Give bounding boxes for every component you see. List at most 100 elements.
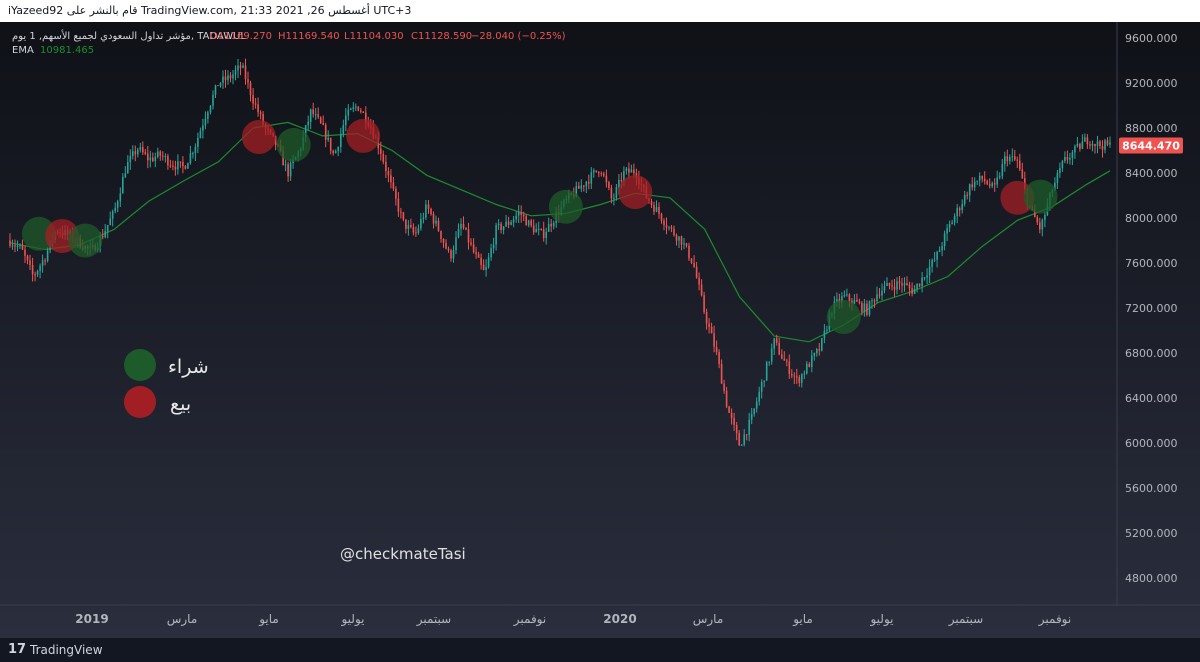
- candle-body: [397, 198, 400, 212]
- time-tick-label: سبتمبر: [948, 612, 983, 627]
- candle-body: [16, 245, 19, 247]
- candle-body: [222, 76, 224, 83]
- price-tick-label: 9600.000: [1125, 32, 1178, 45]
- candle-body: [593, 170, 595, 173]
- candle-body: [382, 154, 385, 162]
- candle-body: [395, 188, 397, 199]
- candle-body: [475, 252, 477, 255]
- candle-body: [976, 180, 978, 182]
- candle-body: [735, 425, 738, 434]
- candle-body: [502, 226, 505, 230]
- candle-body: [512, 219, 515, 223]
- candle-body: [106, 225, 109, 232]
- candle-body: [748, 419, 750, 435]
- candle-body: [753, 408, 755, 414]
- sell-legend-label: بيع: [170, 393, 191, 415]
- time-tick-label: نوفمبر: [1038, 612, 1071, 627]
- candle-body: [946, 228, 948, 234]
- candle-body: [943, 233, 946, 246]
- candle-body: [1081, 141, 1084, 149]
- buy-signal-marker: [548, 189, 583, 224]
- candle-body: [813, 353, 816, 356]
- candle-body: [1101, 146, 1104, 150]
- candle-body: [703, 295, 705, 312]
- candle-body: [352, 107, 355, 109]
- price-scale[interactable]: 9600.000 9200.000 8800.000 8400.000 8000.000…: [1125, 32, 1178, 585]
- candle-body: [1106, 140, 1109, 145]
- candle-body: [1064, 157, 1066, 162]
- candle-body: [781, 354, 783, 359]
- candle-body: [21, 245, 24, 250]
- price-tick-label: 6000.000: [1125, 437, 1178, 450]
- buy-signal-marker: [1023, 179, 1058, 214]
- candle-body: [219, 82, 222, 86]
- candle-body: [866, 303, 868, 315]
- last-price-tag: 8644.470: [1119, 137, 1183, 154]
- time-tick-label: مايو: [792, 612, 813, 627]
- candle-body: [152, 157, 154, 161]
- candle-body: [816, 349, 818, 354]
- candle-body: [400, 211, 402, 213]
- candle-body: [968, 184, 971, 196]
- time-tick-label: سبتمبر: [416, 612, 451, 627]
- candle-body: [472, 244, 475, 253]
- candle-body: [29, 260, 31, 265]
- candle-body: [853, 299, 856, 304]
- candle-body: [345, 115, 347, 126]
- candle-body: [407, 225, 410, 229]
- candle-body: [199, 130, 202, 138]
- candle-body: [725, 390, 728, 407]
- candle-body: [610, 188, 613, 199]
- candle-body: [122, 177, 124, 194]
- candle-body: [836, 299, 838, 302]
- candle-body: [690, 258, 693, 263]
- candle-body: [580, 185, 583, 189]
- candle-body: [340, 134, 342, 147]
- candle-body: [1071, 152, 1074, 158]
- candle-body: [144, 152, 147, 154]
- candle-body: [720, 363, 723, 384]
- candle-body: [26, 255, 29, 261]
- candle-body: [1059, 168, 1061, 174]
- buy-legend-label: شراء: [168, 356, 209, 378]
- candle-body: [192, 153, 194, 155]
- candle-body: [718, 352, 720, 364]
- footer-brand: TradingView: [30, 643, 103, 657]
- candle-body: [926, 275, 928, 278]
- candle-body: [858, 301, 861, 303]
- candle-body: [928, 266, 931, 276]
- candle-body: [625, 168, 628, 171]
- candle-body: [678, 236, 680, 241]
- candle-body: [620, 179, 623, 182]
- candle-body: [623, 170, 625, 182]
- candle-body: [663, 220, 665, 226]
- close-value: C11128.590: [411, 31, 472, 42]
- candle-body: [289, 163, 292, 177]
- candle-body: [242, 65, 244, 68]
- candle-body: [971, 184, 973, 188]
- candle-body: [1086, 137, 1089, 145]
- candle-body: [390, 175, 392, 183]
- candle-body: [765, 362, 768, 381]
- candle-body: [159, 151, 162, 156]
- candle-body: [575, 185, 578, 197]
- change-value: −28.040 (−0.25%): [471, 31, 566, 42]
- candle-body: [116, 201, 119, 208]
- buy-legend-marker: [124, 349, 156, 381]
- candle-body: [953, 216, 956, 223]
- candle-body: [432, 214, 435, 224]
- candle-body: [755, 401, 758, 409]
- price-tick-label: 7600.000: [1125, 257, 1178, 270]
- candle-body: [595, 170, 598, 172]
- time-scale[interactable]: 2019 مارس مايو يوليو سبتمبر نوفمبر 2020 مارس ماي…: [75, 612, 1071, 627]
- candle-body: [14, 245, 16, 247]
- candle-body: [1096, 141, 1099, 146]
- candle-body: [455, 237, 457, 251]
- candle-body: [365, 112, 367, 123]
- candle-body: [768, 361, 770, 363]
- candle-body: [876, 294, 878, 302]
- price-chart[interactable]: 9600.000 9200.000 8800.000 8400.000 8000.000…: [0, 22, 1200, 638]
- candle-body: [520, 211, 522, 215]
- candle-body: [437, 220, 440, 231]
- candle-body: [322, 123, 324, 125]
